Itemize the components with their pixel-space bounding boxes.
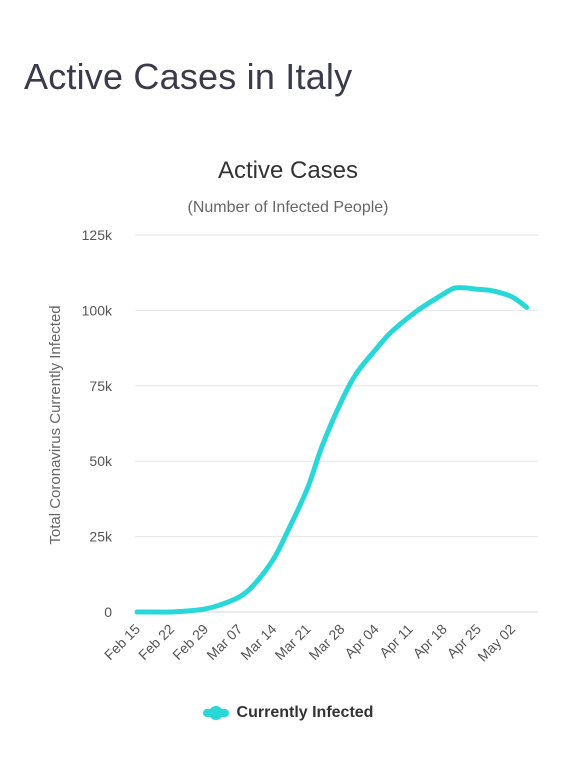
series-line-currently-infected[interactable] [134,285,530,615]
y-tick-label: 75k [89,378,113,394]
y-tick-label: 50k [89,453,113,469]
legend-label: Currently Infected [236,704,374,721]
series-layer [134,285,530,615]
y-axis-ticks: 0 25k 50k 75k 100k 125k [82,227,113,620]
x-tick-label: Mar 07 [203,621,245,663]
x-tick-label: Apr 11 [376,621,416,661]
y-tick-label: 0 [104,604,112,620]
x-tick-label: Mar 21 [271,621,313,663]
x-tick-label: May 02 [474,621,518,665]
x-tick-label: Mar 14 [237,621,279,663]
x-tick-label: Mar 28 [306,621,348,663]
x-tick-label: Feb 22 [135,621,177,663]
chart-subtitle: (Number of Infected People) [188,199,389,216]
x-tick-label: Feb 15 [101,621,143,663]
chart-title: Active Cases [218,157,358,184]
legend-item-currently-infected[interactable]: Currently Infected [202,704,374,722]
y-tick-label: 25k [89,529,113,545]
y-tick-label: 100k [82,302,113,318]
x-tick-label: Apr 04 [341,621,382,662]
x-tick-label: Apr 18 [409,621,450,662]
x-tick-label: Feb 29 [169,621,211,663]
legend[interactable]: Currently Infected [0,704,576,722]
y-axis-label: Total Coronavirus Currently Infected [47,305,64,544]
y-tick-label: 125k [82,227,113,243]
legend-swatch-icon [202,706,229,720]
page-title: Active Cases in Italy [24,56,353,97]
